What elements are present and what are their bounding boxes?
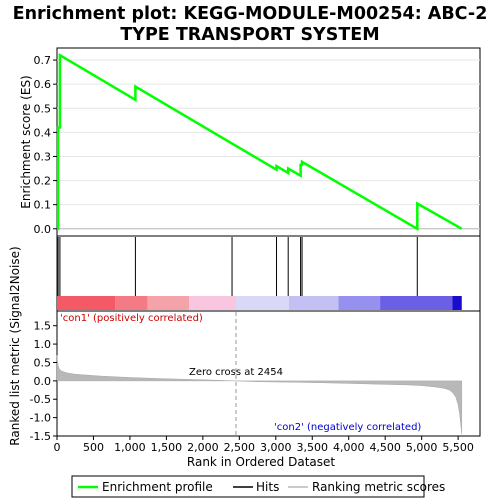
legend-enrichment-label: Enrichment profile [102, 480, 213, 494]
x-tick-label-8: 4,000 [333, 441, 365, 454]
enrichment-profile-line [56, 53, 463, 231]
positive-correlation-label: 'con1' (positively correlated) [60, 313, 203, 324]
metric-tick-label-3: 0.0 [34, 375, 52, 388]
x-axis-label: Rank in Ordered Dataset [187, 455, 335, 469]
x-tick-label-1: 500 [83, 441, 104, 454]
x-axis-ticks: 0 500 1,000 1,500 2,000 2,500 3,000 3,500 4,000 4… [54, 436, 474, 454]
x-tick-label-0: 0 [54, 441, 61, 454]
hit-markers [57, 237, 418, 296]
rank-color-bar [57, 296, 462, 310]
es-tick-label-2: 0.2 [34, 175, 52, 188]
metric-tick-label-1: 1.0 [34, 338, 52, 351]
x-tick-label-6: 3,000 [260, 441, 292, 454]
metric-y-axis-label: Ranked list metric (Signal2Noise) [8, 246, 22, 445]
x-tick-label-10: 5,000 [406, 441, 438, 454]
zero-cross-label: Zero cross at 2454 [189, 367, 283, 378]
color-bar-segment-2 [147, 296, 190, 310]
color-bar-segment-8 [452, 296, 462, 310]
es-tick-label-7: 0.7 [34, 54, 52, 67]
metric-tick-label-2: 0.5 [34, 356, 52, 369]
x-tick-label-3: 1,500 [151, 441, 183, 454]
x-tick-label-2: 1,000 [114, 441, 146, 454]
legend-hits-label: Hits [256, 480, 279, 494]
es-tick-label-5: 0.5 [34, 102, 52, 115]
negative-correlation-label: 'con2' (negatively correlated) [274, 422, 421, 433]
es-y-axis-ticks: 0.0 0.1 0.2 0.3 0.4 0.5 0.6 0.7 [34, 54, 57, 236]
x-tick-label-7: 3,500 [297, 441, 329, 454]
es-tick-label-0: 0.0 [34, 223, 52, 236]
es-tick-label-1: 0.1 [34, 199, 52, 212]
metric-tick-label-0: 1.5 [34, 320, 52, 333]
color-bar-segment-1 [115, 296, 148, 310]
es-tick-label-3: 0.3 [34, 150, 52, 163]
metric-tick-label-5: -1.0 [30, 412, 51, 425]
metric-tick-label-6: -1.5 [30, 430, 51, 443]
color-bar-segment-0 [57, 296, 116, 310]
x-tick-label-11: 5,500 [442, 441, 474, 454]
x-tick-label-9: 4,500 [369, 441, 401, 454]
color-bar-segment-5 [288, 296, 339, 310]
metric-tick-label-4: -0.5 [30, 393, 51, 406]
color-bar-segment-4 [235, 296, 289, 310]
color-bar-segment-7 [380, 296, 453, 310]
x-tick-label-4: 2,000 [187, 441, 219, 454]
es-y-axis-label: Enrichment score (ES) [19, 75, 33, 208]
color-bar-segment-6 [338, 296, 381, 310]
metric-y-axis-ticks: 1.5 1.0 0.5 0.0 -0.5 -1.0 -1.5 [30, 320, 57, 443]
es-tick-label-6: 0.6 [34, 78, 52, 91]
chart-title-line2: TYPE TRANSPORT SYSTEM [120, 25, 379, 45]
ranking-metric-area [56, 355, 463, 435]
es-tick-label-4: 0.4 [34, 126, 52, 139]
x-tick-label-5: 2,500 [224, 441, 256, 454]
legend-metric-label: Ranking metric scores [312, 480, 445, 494]
color-bar-segment-3 [189, 296, 236, 310]
chart-title-line1: Enrichment plot: KEGG-MODULE-M00254: ABC… [13, 4, 488, 24]
